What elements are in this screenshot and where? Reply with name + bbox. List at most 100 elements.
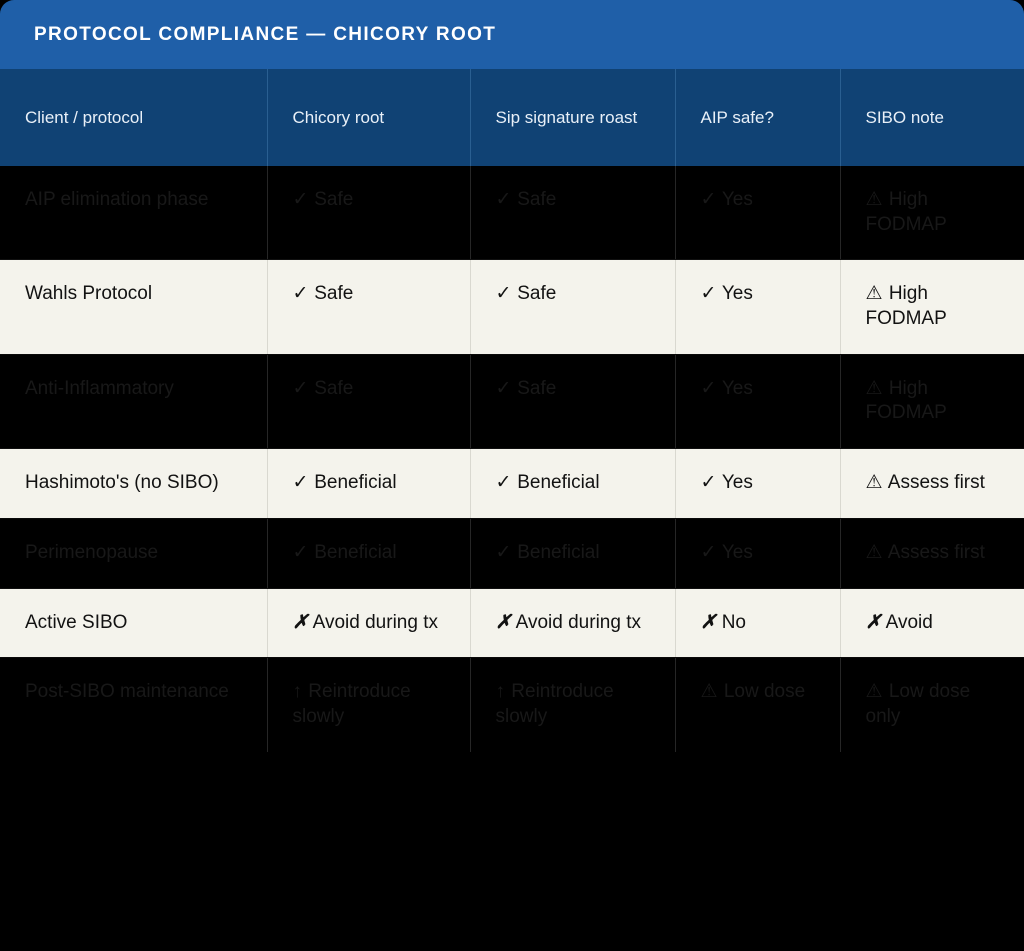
column-header-sibo-note[interactable]: SIBO note — [840, 69, 1024, 166]
table-row[interactable]: AIP elimination phase ✓ Safe ✓ Safe ✓ Yes ⚠ … — [0, 166, 1024, 261]
cell-sibo-note: ⚠ Assess first — [840, 518, 1024, 589]
cell-client-protocol: AIP elimination phase — [0, 166, 268, 261]
sibo-status-icon: ⚠ — [865, 472, 884, 494]
table-row[interactable]: Anti-Inflammatory ✓ Safe ✓ Safe ✓ Yes ⚠ High… — [0, 354, 1024, 450]
cell-client-protocol: Hashimoto's (no SIBO) — [0, 448, 268, 519]
cell-chicory-root: ✓ Beneficial — [267, 518, 471, 589]
roast-status-icon: ✓ — [495, 472, 512, 494]
chicory-status-icon: ✓ — [292, 472, 309, 494]
table-row[interactable]: Active SIBO ✗ Avoid during tx ✗ Avoid duri… — [0, 588, 1024, 659]
protocol-label: Wahls Protocol — [25, 283, 153, 305]
protocol-label: Hashimoto's (no SIBO) — [25, 472, 219, 494]
cell-sibo-note-text: High FODMAP — [865, 377, 947, 424]
cell-chicory-root-text: Beneficial — [314, 472, 397, 494]
cell-chicory-root: ✗ Avoid during tx — [267, 588, 471, 659]
cell-sip-signature-roast: ✗ Avoid during tx — [470, 588, 676, 659]
sibo-status-icon: ⚠ — [865, 541, 884, 563]
protocol-label: Perimenopause — [25, 541, 159, 563]
roast-status-icon: ✓ — [495, 189, 512, 210]
cell-sip-signature-roast-text: Safe — [517, 283, 557, 305]
cell-sip-signature-roast-text: Safe — [517, 377, 557, 399]
chicory-status-icon: ✓ — [292, 377, 309, 399]
chicory-status-icon: ↑ — [292, 681, 303, 703]
aip-status-icon: ✓ — [700, 541, 717, 563]
cell-chicory-root: ↑ Reintroduce slowly — [267, 657, 471, 752]
cell-sip-signature-roast-text: Safe — [517, 189, 557, 210]
cell-aip-safe: ✓ Yes — [675, 518, 841, 589]
cell-sip-signature-roast-text: Beneficial — [517, 541, 600, 563]
cell-sip-signature-roast-text: Avoid during tx — [515, 611, 641, 633]
table-row[interactable]: Post-SIBO maintenance ↑ Reintroduce slowl… — [0, 657, 1024, 752]
cell-aip-safe-text: Yes — [721, 189, 753, 210]
table-row[interactable]: Wahls Protocol ✓ Safe ✓ Safe ✓ Yes ⚠ High FO… — [0, 259, 1024, 355]
cell-sibo-note-text: Assess first — [887, 472, 985, 494]
cell-aip-safe-text: Yes — [721, 541, 753, 563]
cell-sip-signature-roast: ✓ Beneficial — [470, 448, 676, 519]
sibo-status-icon: ⚠ — [865, 681, 884, 703]
cell-chicory-root-text: Beneficial — [314, 541, 397, 563]
sibo-status-icon: ⚠ — [865, 377, 884, 399]
cell-sibo-note: ⚠ Low dose only — [840, 657, 1024, 752]
column-header-sip-signature-roast[interactable]: Sip signature roast — [470, 69, 676, 166]
roast-status-icon: ✓ — [495, 541, 512, 563]
cell-sibo-note-text: High FODMAP — [865, 189, 947, 235]
cell-sibo-note-text: Low dose only — [865, 681, 971, 727]
card-title-bar: PROTOCOL COMPLIANCE — CHICORY ROOT — [0, 0, 1024, 69]
cell-aip-safe: ✓ Yes — [675, 166, 841, 261]
aip-status-icon: ⚠ — [700, 681, 719, 703]
table-body: AIP elimination phase ✓ Safe ✓ Safe ✓ Yes ⚠ … — [0, 166, 1024, 752]
sibo-status-icon: ⚠ — [865, 283, 884, 305]
cell-aip-safe: ✓ Yes — [675, 448, 841, 519]
cell-sibo-note: ✗ Avoid — [840, 588, 1024, 659]
cell-chicory-root-text: Avoid during tx — [312, 611, 438, 633]
cell-sip-signature-roast: ✓ Safe — [470, 166, 676, 261]
cell-sibo-note-text: Avoid — [885, 611, 933, 633]
aip-status-icon: ✓ — [700, 189, 717, 210]
column-header-client-protocol[interactable]: Client / protocol — [0, 69, 268, 166]
cell-chicory-root: ✓ Safe — [267, 354, 471, 450]
table-header-row: Client / protocol Chicory root Sip signa… — [0, 69, 1024, 166]
aip-status-icon: ✓ — [700, 283, 717, 305]
cell-aip-safe: ⚠ Low dose — [675, 657, 841, 752]
cell-chicory-root-text: Safe — [314, 189, 354, 210]
cell-sip-signature-roast: ✓ Beneficial — [470, 518, 676, 589]
cell-aip-safe-text: Yes — [721, 472, 753, 494]
cell-aip-safe-text: Low dose — [723, 681, 806, 703]
protocol-compliance-table: Client / protocol Chicory root Sip signa… — [0, 69, 1024, 752]
protocol-label: Anti-Inflammatory — [25, 377, 174, 399]
table-row[interactable]: Hashimoto's (no SIBO) ✓ Beneficial ✓ Benef… — [0, 448, 1024, 519]
cell-chicory-root: ✓ Safe — [267, 166, 471, 261]
roast-status-icon: ✗ — [495, 611, 512, 633]
cell-client-protocol: Perimenopause — [0, 518, 268, 589]
cell-sip-signature-roast: ✓ Safe — [470, 259, 676, 355]
cell-sibo-note: ⚠ High FODMAP — [840, 259, 1024, 355]
column-header-chicory-root[interactable]: Chicory root — [267, 69, 471, 166]
cell-sip-signature-roast: ✓ Safe — [470, 354, 676, 450]
cell-client-protocol: Anti-Inflammatory — [0, 354, 268, 450]
cell-client-protocol: Post-SIBO maintenance — [0, 657, 268, 752]
chicory-status-icon: ✓ — [292, 283, 309, 305]
chicory-status-icon: ✓ — [292, 541, 309, 563]
table-row[interactable]: Perimenopause ✓ Beneficial ✓ Beneficial ✓ Y… — [0, 518, 1024, 589]
cell-sip-signature-roast-text: Beneficial — [517, 472, 600, 494]
sibo-status-icon: ⚠ — [865, 189, 884, 210]
aip-status-icon: ✓ — [700, 472, 717, 494]
cell-sibo-note: ⚠ Assess first — [840, 448, 1024, 519]
protocol-label: AIP elimination phase — [25, 189, 209, 210]
aip-status-icon: ✗ — [700, 611, 717, 633]
cell-aip-safe: ✗ No — [675, 588, 841, 659]
cell-sibo-note: ⚠ High FODMAP — [840, 354, 1024, 450]
cell-sibo-note-text: Assess first — [887, 541, 985, 563]
chicory-status-icon: ✗ — [292, 611, 309, 633]
column-header-aip-safe[interactable]: AIP safe? — [675, 69, 841, 166]
cell-aip-safe: ✓ Yes — [675, 354, 841, 450]
table-header: Client / protocol Chicory root Sip signa… — [0, 69, 1024, 166]
aip-status-icon: ✓ — [700, 377, 717, 399]
cell-aip-safe-text: Yes — [721, 283, 753, 305]
roast-status-icon: ✓ — [495, 283, 512, 305]
cell-chicory-root-text: Safe — [314, 283, 354, 305]
roast-status-icon: ✓ — [495, 377, 512, 399]
cell-client-protocol: Active SIBO — [0, 588, 268, 659]
cell-chicory-root-text: Reintroduce slowly — [292, 681, 411, 727]
